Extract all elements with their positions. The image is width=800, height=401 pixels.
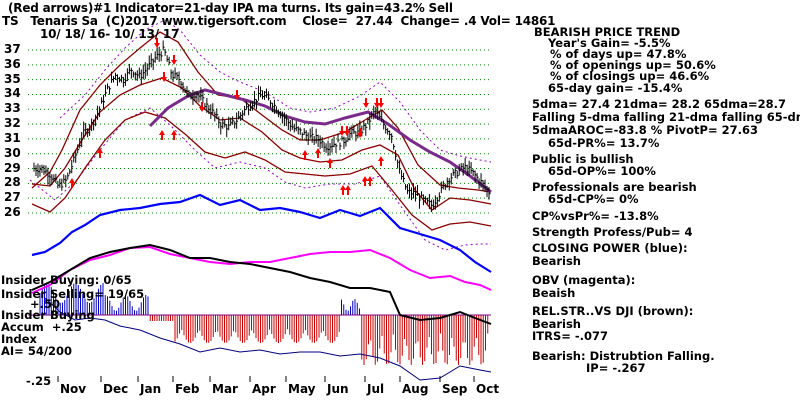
y-tick-label: 28 bbox=[4, 175, 21, 190]
index-label: Index bbox=[1, 332, 37, 346]
relative-strength-line bbox=[31, 243, 492, 325]
accum-label: Accum +.25 bbox=[1, 320, 82, 334]
red-arrow-up bbox=[171, 130, 177, 140]
red-arrow-down bbox=[339, 126, 345, 136]
years-gain: Year's Gain= -5.5% bbox=[548, 36, 671, 50]
accum-insider-label: Insider Buying bbox=[1, 308, 95, 322]
ip-value: IP= -.267 bbox=[586, 361, 646, 375]
red-arrow-down bbox=[344, 126, 350, 136]
y-tick-label: 31 bbox=[4, 130, 21, 145]
y-tick-label: 34 bbox=[4, 86, 21, 101]
red-arrow-down bbox=[171, 55, 177, 65]
x-tick-label: Nov bbox=[60, 382, 87, 396]
obv-line bbox=[31, 245, 492, 294]
x-tick-label: Apr bbox=[252, 382, 276, 396]
ai-label: AI= 54/200 bbox=[1, 344, 73, 358]
plus50-label: +.50 bbox=[30, 297, 61, 311]
gain-65: 65-day gain= -15.4% bbox=[548, 81, 683, 95]
red-arrow-up bbox=[327, 158, 333, 168]
red-arrow-down bbox=[357, 128, 363, 138]
op65: 65d-OP%= 100% bbox=[548, 164, 656, 178]
band-upper-line bbox=[59, 19, 492, 163]
red-arrows bbox=[69, 38, 384, 195]
red-arrow-up bbox=[302, 150, 308, 160]
upper-envelope-line bbox=[31, 31, 492, 193]
openings-up: % of openings up= 50.6% bbox=[550, 58, 716, 72]
accum-bearish: Bearish: Distrubtion Falling. bbox=[532, 349, 715, 363]
red-arrow-up bbox=[345, 185, 351, 195]
red-arrow-down bbox=[199, 102, 205, 112]
x-tick-label: Sep bbox=[442, 382, 468, 396]
red-arrow-down bbox=[363, 98, 369, 108]
red-arrow-up bbox=[362, 176, 368, 186]
y-tick-label: 26 bbox=[4, 205, 21, 219]
x-tick-label: Feb bbox=[175, 382, 200, 396]
red-arrow-up bbox=[315, 148, 321, 158]
x-tick-label: Dec bbox=[103, 382, 129, 396]
date-range: 10/ 18/ 16- 10/ 13/ 17 bbox=[40, 27, 180, 41]
y-tick-label: 36 bbox=[4, 56, 21, 71]
strength: Strength Profess/Pub= 4 bbox=[532, 225, 693, 239]
y-tick-label: 35 bbox=[4, 71, 21, 86]
x-tick-label: Jul bbox=[367, 382, 385, 396]
trend-title: BEARISH PRICE TREND bbox=[534, 25, 681, 39]
red-arrow-up bbox=[378, 156, 384, 166]
y-tick-label: 33 bbox=[4, 101, 21, 116]
closings-up: % of closings up= 46.6% bbox=[550, 69, 710, 83]
y-tick-label: 30 bbox=[4, 145, 21, 160]
red-arrow-down bbox=[378, 98, 384, 108]
x-tick-label: Aug bbox=[402, 382, 429, 396]
y-tick-label: 32 bbox=[4, 116, 21, 131]
y-tick-label: 29 bbox=[4, 160, 21, 175]
x-tick-label: Oct bbox=[476, 382, 500, 396]
x-tick-label: May bbox=[288, 382, 316, 396]
rel-strength-title: REL.STR..VS DJI (brown): bbox=[532, 304, 694, 318]
ticker-info: TS Tenaris Sa (C)2017 www.tigersoft.com … bbox=[2, 14, 556, 28]
axis-ticks bbox=[57, 376, 475, 382]
price-bars bbox=[33, 40, 491, 213]
itrs-value: ITRS= -.077 bbox=[532, 329, 609, 343]
red-arrow-up bbox=[97, 148, 103, 158]
rel-strength-value: Bearish bbox=[532, 317, 581, 331]
obv-title: OBV (magenta): bbox=[532, 273, 636, 287]
aroc-pivot: 5dmaAROC=-83.8 % PivotP= 27.63 bbox=[532, 123, 758, 137]
red-arrow-down bbox=[234, 90, 240, 100]
ma65-line bbox=[148, 88, 492, 194]
red-arrow-up bbox=[367, 176, 373, 186]
days-up: % of days up= 47.8% bbox=[550, 47, 687, 61]
cp65: 65d-CP%= 0% bbox=[548, 192, 639, 206]
falling-mas: Falling 5-dma falling 21-dma falling 65-… bbox=[532, 110, 800, 124]
obv-value: Beaish bbox=[532, 286, 576, 300]
x-tick-label: Mar bbox=[212, 382, 238, 396]
accumulation-index-histogram bbox=[39, 283, 489, 365]
cp-vs-pr: CP%vsPr%= -13.8% bbox=[532, 209, 659, 223]
professionals: Professionals are bearish bbox=[532, 180, 697, 194]
minus25-label: -.25 bbox=[26, 374, 52, 388]
x-tick-label: Jan bbox=[140, 382, 162, 396]
closing-power-title: CLOSING POWER (blue): bbox=[532, 241, 688, 255]
red-arrow-up bbox=[69, 178, 75, 188]
y-tick-label: 37 bbox=[4, 42, 21, 56]
accumulation-index-line bbox=[44, 297, 492, 381]
y-tick-label: 27 bbox=[4, 190, 21, 205]
red-arrow-down bbox=[374, 98, 380, 108]
public-sentiment: Public is bullish bbox=[532, 152, 634, 166]
lower-envelope-line bbox=[31, 111, 492, 231]
pr65: 65d-PR%= 13.7% bbox=[548, 136, 660, 150]
insider-buying-label: Insider Buying: 0/65 bbox=[1, 273, 132, 287]
insider-selling-label: Insider Selling= 19/65 bbox=[1, 287, 145, 301]
x-tick-label: Jun bbox=[327, 382, 349, 396]
closing-power-value: Bearish bbox=[532, 254, 581, 268]
red-arrow-up bbox=[159, 130, 165, 140]
moving-averages: 5dma= 27.4 21dma= 28.2 65dma=28.7 bbox=[532, 97, 786, 111]
red-arrow-down bbox=[161, 72, 167, 82]
closing-power-line bbox=[31, 193, 492, 273]
red-arrow-up bbox=[340, 185, 346, 195]
chart-title: (Red arrows)#1 Indicator=21-day IPA ma t… bbox=[8, 1, 453, 15]
red-arrow-down bbox=[154, 38, 160, 48]
